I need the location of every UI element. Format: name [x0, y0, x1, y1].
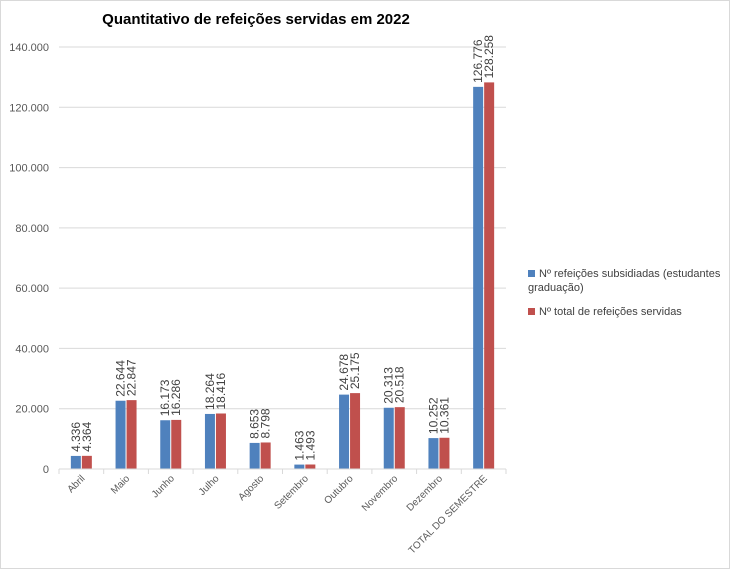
bar-subsidiadas — [383, 407, 394, 469]
y-tick-label: 120.000 — [9, 102, 49, 114]
data-label: 25.175 — [348, 352, 362, 389]
legend-item-subsidiadas: Nº refeições subsidiadas (estudantes gra… — [528, 267, 723, 295]
y-tick-label: 40.000 — [15, 343, 49, 355]
bar-total — [484, 82, 495, 470]
x-tick-label: Junho — [150, 473, 177, 500]
x-tick-label: Julho — [197, 473, 222, 498]
x-tick-label: Outubro — [322, 473, 356, 507]
bar-total — [305, 464, 316, 469]
bar-subsidiadas — [160, 420, 171, 469]
data-label: 4.336 — [69, 422, 83, 452]
bar-total — [260, 442, 271, 469]
data-label: 1.493 — [303, 430, 317, 460]
data-label: 16.286 — [169, 379, 183, 416]
data-label: 18.416 — [214, 372, 228, 409]
x-tick-label: Maio — [109, 473, 132, 496]
x-tick-label: TOTAL DO SEMESTRE — [407, 473, 490, 556]
data-label: 10.361 — [437, 397, 451, 434]
bar-subsidiadas — [115, 400, 126, 469]
y-tick-label: 80.000 — [15, 223, 49, 235]
legend-label: Nº total de refeições servidas — [539, 306, 682, 318]
data-label: 16.173 — [158, 379, 172, 416]
bar-subsidiadas — [294, 464, 305, 469]
bar-subsidiadas — [70, 455, 81, 469]
bar-subsidiadas — [204, 413, 215, 469]
data-label: 8.653 — [248, 409, 262, 439]
legend-label: Nº refeições subsidiadas (estudantes gra… — [528, 268, 721, 294]
data-label: 128.258 — [482, 35, 496, 79]
bar-subsidiadas — [473, 86, 484, 470]
data-label: 8.798 — [259, 408, 273, 438]
data-label: 126.776 — [471, 39, 485, 83]
x-tick-label: Setembro — [273, 473, 312, 512]
legend-swatch-blue — [528, 270, 535, 277]
x-tick-label: Novembro — [360, 473, 401, 514]
data-label: 1.463 — [292, 430, 306, 460]
data-label: 10.252 — [426, 397, 440, 434]
bar-total — [439, 437, 450, 469]
bar-total — [81, 455, 92, 469]
x-tick-label: Abril — [66, 473, 88, 495]
bar-subsidiadas — [428, 438, 439, 469]
legend-swatch-red — [528, 308, 535, 315]
y-tick-label: 100.000 — [9, 163, 49, 175]
bar-total — [215, 413, 226, 469]
y-tick-label: 0 — [43, 464, 49, 476]
legend-item-total: Nº total de refeições servidas — [528, 305, 723, 319]
data-label: 20.518 — [393, 366, 407, 403]
y-tick-label: 140.000 — [9, 42, 49, 54]
chart-title: Quantitativo de refeições servidas em 20… — [102, 11, 410, 28]
y-tick-label: 20.000 — [15, 404, 49, 416]
bar-total — [394, 407, 405, 469]
data-label: 22.644 — [114, 360, 128, 397]
y-tick-label: 60.000 — [15, 283, 49, 295]
bar-subsidiadas — [249, 442, 260, 469]
bar-total — [171, 419, 182, 469]
x-tick-label: Dezembro — [405, 473, 446, 514]
bar-total — [126, 400, 137, 469]
data-label: 20.313 — [382, 367, 396, 404]
data-label: 24.678 — [337, 354, 351, 391]
bar-subsidiadas — [339, 394, 350, 469]
data-label: 18.264 — [203, 373, 217, 410]
x-tick-label: Agosto — [236, 473, 266, 503]
bar-total — [350, 393, 361, 469]
data-label: 22.847 — [125, 359, 139, 396]
data-label: 4.364 — [80, 421, 94, 451]
